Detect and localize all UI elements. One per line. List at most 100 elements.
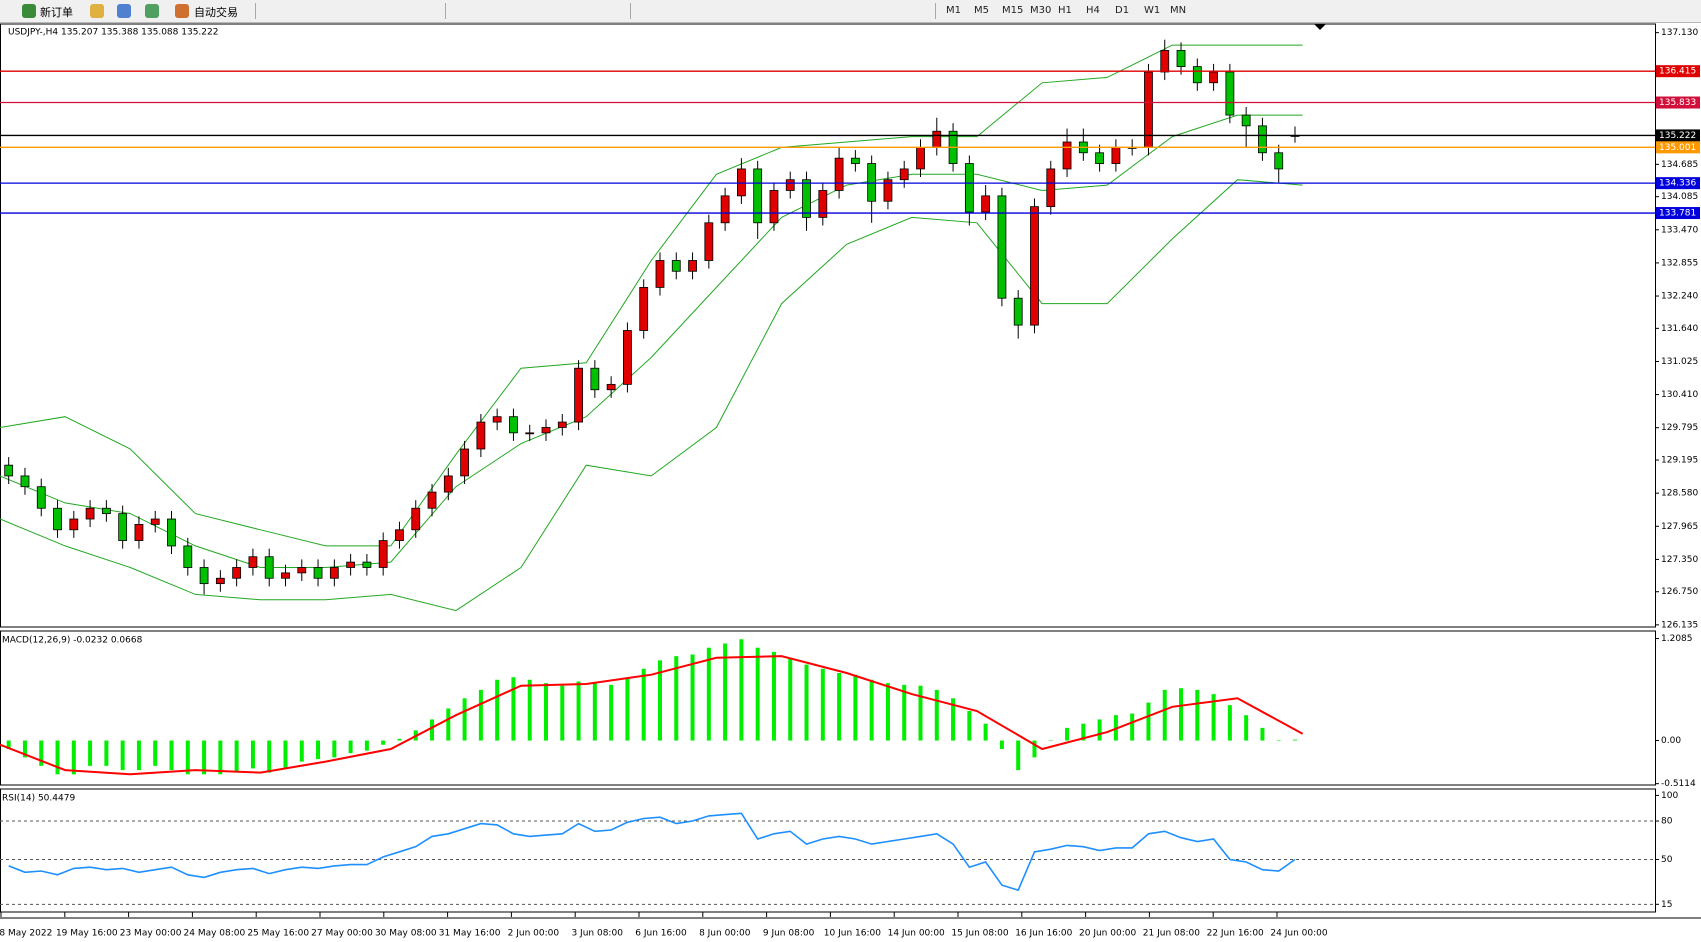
price-label: 134.336 bbox=[1659, 179, 1696, 189]
macd-bar bbox=[1227, 705, 1232, 741]
macd-bar bbox=[820, 668, 825, 741]
candle-body bbox=[557, 421, 567, 428]
macd-bar bbox=[299, 740, 304, 762]
y-tick-label: 100 bbox=[1661, 791, 1678, 801]
x-tick-label: 2 Jun 00:00 bbox=[508, 929, 560, 939]
y-tick-label: 132.240 bbox=[1661, 292, 1698, 302]
candle-body bbox=[639, 287, 649, 331]
timeframe-button[interactable]: M5 bbox=[974, 5, 989, 16]
macd-bar bbox=[967, 710, 972, 741]
candle-body bbox=[883, 179, 893, 202]
y-tick-label: 137.130 bbox=[1661, 28, 1698, 38]
y-tick-label: 127.350 bbox=[1661, 555, 1698, 565]
indicator-title: RSI(14) 50.4479 bbox=[2, 794, 75, 804]
macd-bar bbox=[1179, 688, 1184, 741]
price-label-box bbox=[1656, 96, 1700, 109]
candle-body bbox=[867, 163, 877, 202]
candle-body bbox=[997, 195, 1007, 299]
x-tick-label: 9 Jun 08:00 bbox=[763, 929, 815, 939]
rsi-line bbox=[8, 812, 1296, 892]
timeframe-button[interactable]: H1 bbox=[1058, 5, 1072, 16]
macd-bar bbox=[544, 683, 549, 741]
timeframe-button[interactable]: H4 bbox=[1086, 5, 1100, 16]
x-tick-label: 24 May 08:00 bbox=[184, 929, 246, 939]
new-order-button[interactable]: 新订单 bbox=[40, 6, 73, 19]
macd-bar bbox=[462, 698, 467, 741]
macd-bar bbox=[153, 740, 158, 766]
macd-bar bbox=[332, 740, 337, 758]
candle-body bbox=[4, 464, 14, 477]
macd-bar bbox=[869, 679, 874, 741]
candle-body bbox=[736, 168, 746, 197]
price-label: 135.001 bbox=[1659, 143, 1696, 153]
timeframe-button[interactable]: D1 bbox=[1115, 5, 1130, 16]
tool-icon[interactable] bbox=[145, 4, 159, 18]
macd-bar bbox=[902, 684, 907, 741]
macd-bar bbox=[1162, 689, 1167, 741]
candle-body bbox=[1176, 50, 1186, 68]
x-tick-label: 6 Jun 16:00 bbox=[635, 929, 687, 939]
y-tick-label: 0.00 bbox=[1661, 736, 1681, 746]
macd-bar bbox=[1293, 739, 1298, 741]
macd-bar bbox=[55, 740, 60, 775]
macd-bar bbox=[934, 689, 939, 741]
candle-body bbox=[590, 367, 600, 391]
candle-body bbox=[248, 556, 258, 568]
x-tick-label: 15 Jun 08:00 bbox=[951, 929, 1008, 939]
candle-body bbox=[606, 383, 616, 391]
timeframe-button[interactable]: W1 bbox=[1144, 5, 1161, 16]
candle-body bbox=[476, 421, 486, 450]
macd-bar bbox=[1097, 719, 1102, 741]
toolbar: 新订单 自动交易 M1 M5 M15 M30 H1 H4 D1 W1 MN bbox=[0, 0, 1701, 23]
candle-body bbox=[1030, 206, 1039, 326]
price-label: 135.222 bbox=[1659, 131, 1696, 141]
tool-icon[interactable] bbox=[117, 4, 131, 18]
macd-bar bbox=[381, 740, 386, 745]
y-tick-label: 132.855 bbox=[1661, 258, 1698, 268]
macd-bar bbox=[1195, 689, 1200, 741]
candle-body bbox=[1274, 152, 1284, 170]
macd-bar bbox=[39, 740, 44, 766]
price-label-box bbox=[1656, 141, 1700, 154]
candle-body bbox=[1095, 152, 1105, 164]
timeframe-button[interactable]: M1 bbox=[946, 5, 961, 16]
macd-bar bbox=[625, 677, 630, 741]
macd-signal bbox=[0, 655, 1304, 776]
candle-body bbox=[346, 561, 356, 568]
macd-bar bbox=[1032, 740, 1037, 758]
candle-body bbox=[460, 448, 469, 477]
macd-bar bbox=[641, 668, 646, 741]
y-tick-label: 131.640 bbox=[1661, 324, 1698, 334]
x-tick-label: 23 May 00:00 bbox=[120, 929, 182, 939]
candle-body bbox=[362, 561, 372, 568]
macd-bar bbox=[837, 673, 842, 741]
x-tick-label: 30 May 08:00 bbox=[375, 929, 437, 939]
x-tick-label: 18 May 2022 bbox=[0, 929, 52, 939]
candle-body bbox=[199, 567, 209, 585]
candle-body bbox=[623, 330, 632, 385]
candle-body bbox=[167, 518, 176, 547]
macd-bar bbox=[1016, 740, 1021, 771]
shift-marker bbox=[1314, 24, 1326, 30]
macd-bar bbox=[120, 740, 125, 771]
macd-bar bbox=[1065, 727, 1070, 741]
y-tick-label: 134.685 bbox=[1661, 160, 1698, 170]
y-tick-label: 50 bbox=[1661, 855, 1673, 865]
new-order-icon[interactable] bbox=[22, 4, 36, 18]
auto-trading-button[interactable]: 自动交易 bbox=[194, 6, 238, 19]
candle-body bbox=[688, 260, 697, 272]
candle-body bbox=[118, 513, 128, 541]
candle-body bbox=[443, 475, 453, 493]
y-tick-label: 129.795 bbox=[1661, 423, 1698, 433]
candle-body bbox=[753, 168, 763, 224]
macd-bar bbox=[511, 677, 516, 741]
tool-icon[interactable] bbox=[90, 4, 104, 18]
macd-bar bbox=[918, 685, 923, 741]
timeframe-button[interactable]: MN bbox=[1170, 5, 1187, 16]
y-tick-label: 133.470 bbox=[1661, 225, 1698, 235]
timeframe-button[interactable]: M15 bbox=[1002, 5, 1024, 16]
timeframe-button[interactable]: M30 bbox=[1030, 5, 1052, 16]
auto-trading-icon[interactable] bbox=[175, 4, 189, 18]
candle-body bbox=[150, 518, 160, 525]
macd-bar bbox=[1260, 727, 1265, 741]
